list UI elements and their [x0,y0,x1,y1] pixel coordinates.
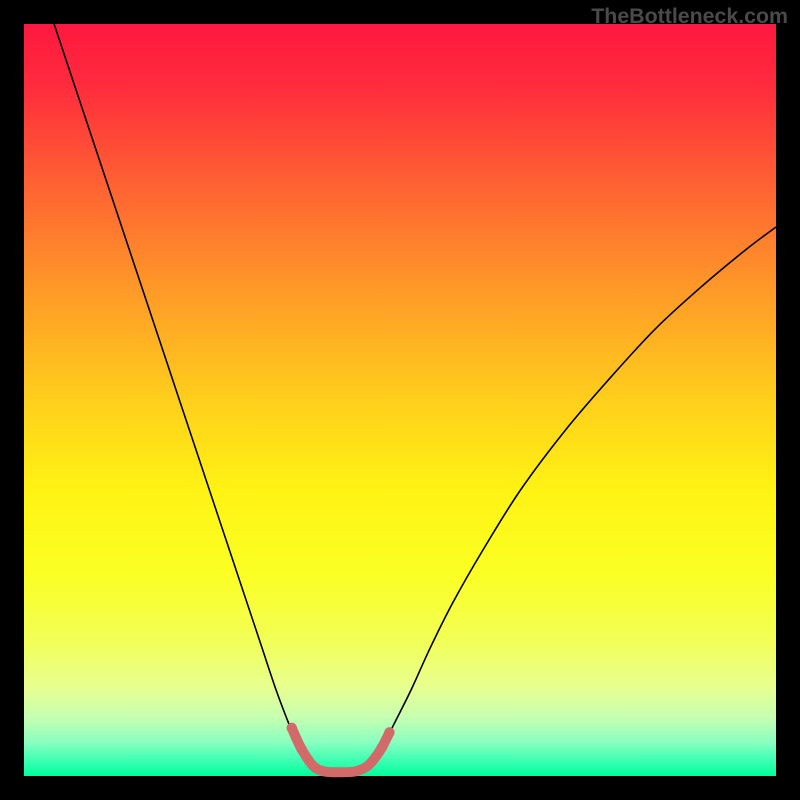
watermark-text: TheBottleneck.com [591,4,788,29]
overlay-end-dot [377,742,387,752]
overlay-end-dot [296,744,306,754]
bottleneck-chart [0,0,800,800]
overlay-end-dot [287,723,297,733]
overlay-end-dot [384,727,394,737]
chart-gradient-bg [24,24,776,776]
chart-frame: TheBottleneck.com [0,0,800,800]
